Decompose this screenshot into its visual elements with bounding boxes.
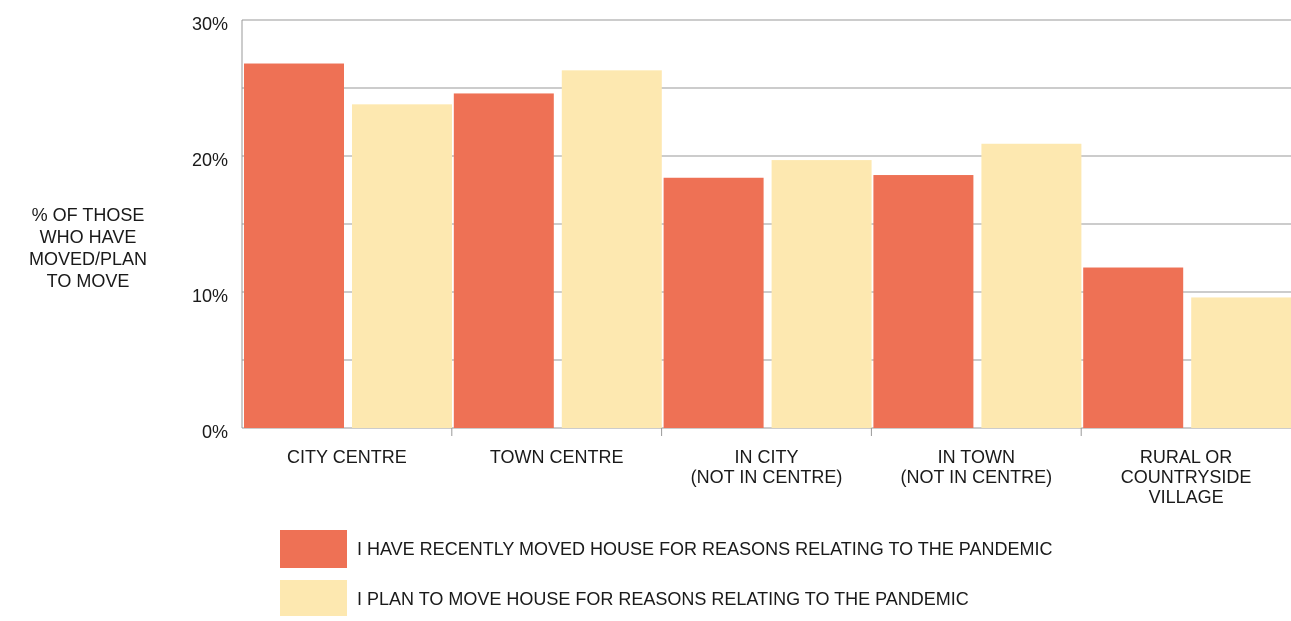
bar [352, 104, 452, 428]
bar [873, 175, 974, 428]
bar [663, 177, 764, 428]
bar [1191, 297, 1291, 428]
x-tick-label: IN TOWN [938, 447, 1015, 467]
x-tick-label: TOWN CENTRE [490, 447, 624, 467]
bar [981, 143, 1082, 428]
bar [561, 70, 662, 428]
bar [1083, 267, 1184, 428]
x-tick-label: COUNTRYSIDE [1121, 467, 1252, 487]
y-tick-label: 0% [202, 422, 228, 442]
x-tick-label: (NOT IN CENTRE) [900, 467, 1052, 487]
x-tick-label: RURAL OR [1140, 447, 1232, 467]
y-axis-label: WHO HAVE [40, 227, 137, 247]
legend-swatch [280, 580, 347, 618]
y-axis-label: MOVED/PLAN [29, 249, 147, 269]
y-tick-label: 20% [192, 150, 228, 170]
legend-label: I HAVE RECENTLY MOVED HOUSE FOR REASONS … [357, 539, 1052, 559]
x-tick-label: (NOT IN CENTRE) [691, 467, 843, 487]
x-tick-label: CITY CENTRE [287, 447, 407, 467]
y-axis-label: % OF THOSE [32, 205, 145, 225]
legend-label: I PLAN TO MOVE HOUSE FOR REASONS RELATIN… [357, 589, 969, 609]
y-tick-label: 30% [192, 14, 228, 34]
bar [771, 160, 872, 428]
bar [453, 93, 554, 428]
bar [244, 63, 344, 429]
y-tick-label: 10% [192, 286, 228, 306]
x-tick-label: VILLAGE [1149, 487, 1224, 507]
x-tick-label: IN CITY [734, 447, 798, 467]
legend-swatch [280, 530, 347, 568]
y-axis-label: TO MOVE [47, 271, 130, 291]
